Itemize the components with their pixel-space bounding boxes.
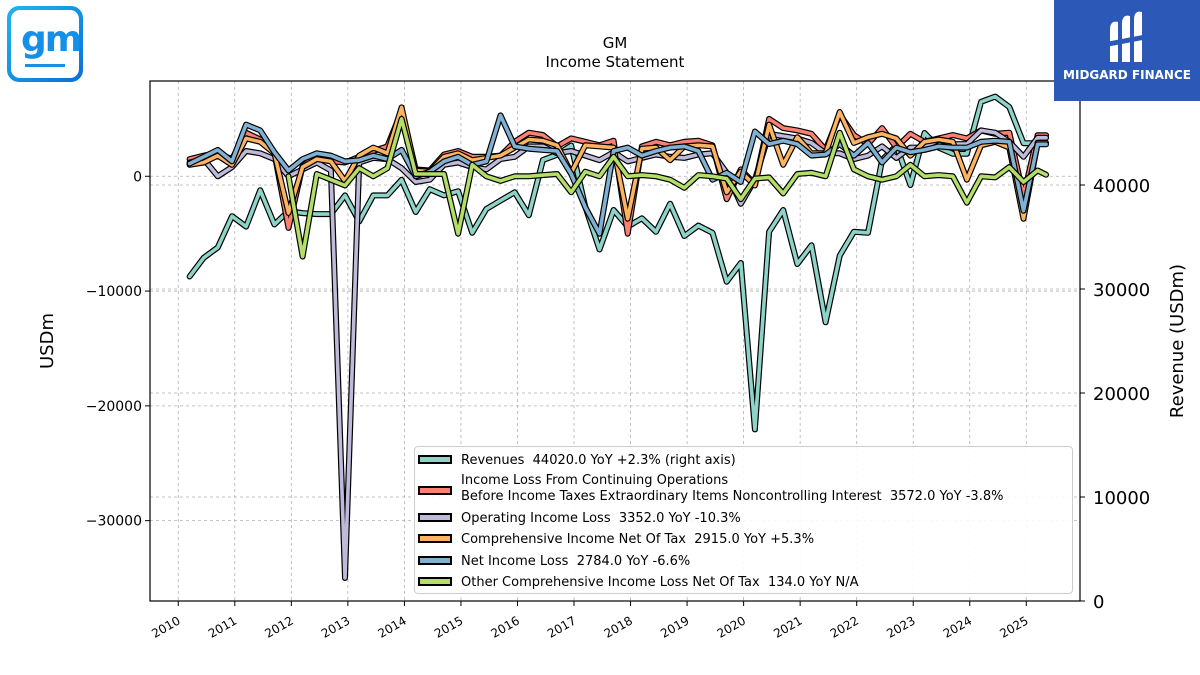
series-line xyxy=(286,117,1048,259)
legend-swatch xyxy=(418,486,452,495)
gm-logo: gm xyxy=(7,6,83,82)
chart-legend: Revenues 44020.0 YoY +2.3% (right axis) I… xyxy=(414,446,1073,594)
legend-label: Net Income Loss 2784.0 YoY -6.6% xyxy=(461,554,691,569)
legend-label: Other Comprehensive Income Loss Net Of T… xyxy=(461,575,859,590)
x-tick-label: 2019 xyxy=(658,613,691,640)
x-tick-label: 2015 xyxy=(432,613,465,640)
legend-label: Operating Income Loss 3352.0 YoY -10.3% xyxy=(461,511,741,526)
plot-frame xyxy=(149,80,1081,602)
gm-logo-text: gm xyxy=(21,19,82,60)
y-tick-label: −10000 xyxy=(86,284,142,300)
x-tick-label: 2018 xyxy=(602,613,635,640)
chart-title: GM xyxy=(603,34,628,52)
y-right-tick-label: 40000 xyxy=(1093,176,1150,197)
x-tick-label: 2016 xyxy=(489,613,522,640)
y-right-tick-label: 30000 xyxy=(1093,280,1150,301)
chart-subtitle: Income Statement xyxy=(546,53,685,71)
x-tick-label: 2014 xyxy=(375,613,408,640)
legend-label: Income Loss From Continuing Operations B… xyxy=(461,473,1004,504)
x-tick-label: 2025 xyxy=(997,613,1030,640)
x-tick-label: 2021 xyxy=(771,613,804,640)
midgard-finance-logo: MIDGARD FINANCE xyxy=(1054,0,1200,101)
series-group xyxy=(186,112,1050,237)
y-tick-label: 0 xyxy=(133,169,142,185)
series-group xyxy=(285,115,1050,260)
legend-label: Revenues 44020.0 YoY +2.3% (right axis) xyxy=(461,453,736,468)
legend-label: Comprehensive Income Net Of Tax 2915.0 Y… xyxy=(461,532,815,547)
y-tick-label: −20000 xyxy=(86,399,142,415)
x-tick-label: 2011 xyxy=(206,613,239,640)
x-tick-label: 2012 xyxy=(262,613,295,640)
y-right-tick-label: 0 xyxy=(1093,592,1104,613)
legend-swatch xyxy=(418,513,452,522)
midgard-logo-text: MIDGARD FINANCE xyxy=(1063,68,1191,82)
x-tick-label: 2020 xyxy=(715,613,748,640)
y-axis-label: USDm xyxy=(37,313,58,369)
series-line xyxy=(187,113,1048,236)
midgard-mark-icon xyxy=(1106,11,1148,62)
legend-swatch xyxy=(418,556,452,565)
x-tick-label: 2017 xyxy=(545,613,578,640)
legend-swatch xyxy=(418,455,452,464)
y-right-axis-label: Revenue (USDm) xyxy=(1167,264,1188,418)
x-tick-label: 2024 xyxy=(941,613,974,640)
y-right-tick-label: 10000 xyxy=(1093,488,1150,509)
x-tick-label: 2022 xyxy=(828,613,861,640)
x-tick-label: 2023 xyxy=(884,613,917,640)
x-tick-label: 2013 xyxy=(319,613,352,640)
legend-swatch xyxy=(418,534,452,543)
y-right-tick-label: 20000 xyxy=(1093,384,1150,405)
y-tick-label: −30000 xyxy=(86,514,142,530)
x-tick-label: 2010 xyxy=(149,613,182,640)
legend-swatch xyxy=(418,577,452,586)
